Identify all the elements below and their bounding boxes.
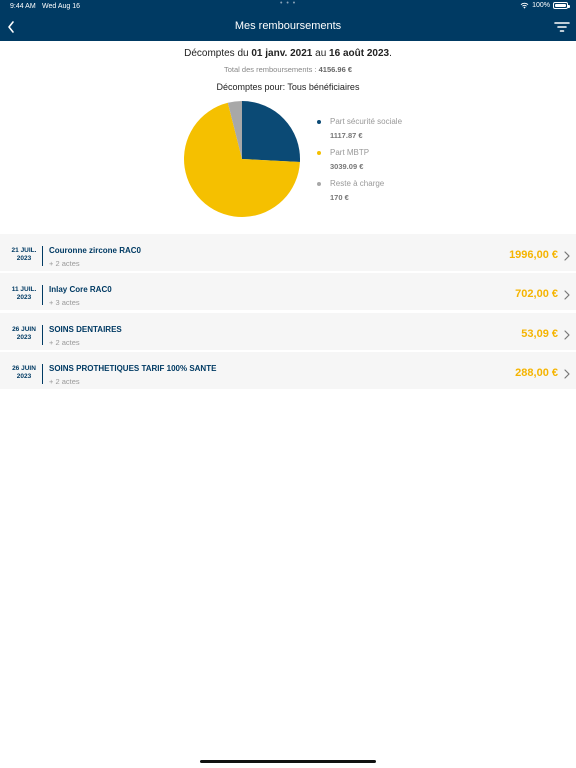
legend-label: Part sécurité sociale — [330, 117, 403, 126]
legend-item: Part sécurité sociale 1117.87 € — [317, 117, 402, 140]
chart-legend: Part sécurité sociale 1117.87 € Part MBTP 3… — [317, 117, 402, 210]
status-indicators: 100% — [520, 2, 570, 9]
row-amount: 702,00 € — [515, 288, 558, 301]
row-divider — [42, 285, 43, 306]
row-day: 11 JUIL. — [11, 286, 37, 294]
row-day: 21 JUIL. — [11, 247, 37, 254]
legend-dot — [317, 120, 321, 124]
legend-dot — [317, 182, 321, 186]
row-divider — [42, 364, 43, 385]
row-acts: + 2 actes — [49, 377, 80, 387]
status-date: Wed Aug 16 — [42, 3, 81, 10]
legend-value: 170 € — [330, 193, 349, 202]
filter-icon — [554, 22, 570, 32]
chevron-right-icon — [564, 330, 570, 340]
legend-value: 1117.87 € — [330, 131, 363, 140]
row-amount: 288,00 € — [515, 367, 558, 380]
row-year: 2023 — [16, 333, 32, 341]
legend-dot — [317, 151, 321, 155]
row-date: 26 JUIN 2023 — [4, 326, 44, 342]
status-time: 9:44 AM — [10, 3, 36, 10]
chevron-left-icon — [8, 21, 14, 33]
row-acts: + 2 actes — [49, 259, 80, 268]
total-reimbursements: Total des remboursements : 4156.96 € — [0, 65, 576, 74]
reimbursement-row[interactable]: 26 JUIN 2023 SOINS PROTHETIQUES TARIF 100%… — [0, 352, 576, 390]
period-text: Décomptes du 01 janv. 2021 au 16 août 20… — [0, 48, 576, 59]
total-label: Total des remboursements : — [223, 65, 317, 74]
legend-label: Part MBTP — [330, 148, 370, 157]
multitasking-dots: • • • — [280, 0, 297, 7]
legend-label: Reste à charge — [330, 179, 385, 188]
pie-slice-0 — [242, 101, 300, 163]
row-amount: 1996,00 € — [509, 249, 558, 261]
row-title: SOINS PROTHETIQUES TARIF 100% SANTE — [49, 364, 217, 374]
wifi-icon — [520, 2, 529, 9]
pie-slice-2 — [227, 101, 242, 159]
total-value: 4156.96 € — [318, 65, 352, 74]
row-day: 26 JUIN — [12, 365, 36, 373]
period-mid: au — [315, 48, 327, 59]
filter-button[interactable] — [554, 20, 570, 34]
home-indicator[interactable] — [200, 760, 376, 763]
chevron-right-icon — [564, 369, 570, 379]
row-year: 2023 — [16, 373, 32, 381]
row-acts: + 3 actes — [49, 298, 80, 308]
period-start: 01 janv. 2021 — [251, 48, 313, 59]
row-amount: 53,09 € — [521, 327, 558, 340]
row-title: Couronne zircone RAC0 — [49, 246, 142, 255]
legend-value: 3039.09 € — [330, 162, 364, 171]
back-button[interactable] — [5, 19, 19, 35]
navigation-bar: 9:44 AM Wed Aug 16 • • • 100% Mes rembou… — [0, 0, 576, 41]
chevron-right-icon — [564, 251, 570, 261]
row-divider — [42, 324, 43, 345]
beneficiaries-filter[interactable]: Décomptes pour: Tous bénéficiaires — [216, 82, 360, 92]
legend-item: Part MBTP 3039.09 € — [317, 148, 402, 171]
reimbursement-row[interactable]: 21 JUIL. 2023 Couronne zircone RAC0 + 2 act… — [0, 234, 576, 271]
row-acts: + 2 actes — [49, 337, 80, 347]
row-date: 11 JUIL. 2023 — [4, 286, 44, 302]
chevron-right-icon — [564, 290, 570, 300]
reimbursement-row[interactable]: 11 JUIL. 2023 Inlay Core RAC0 + 3 actes 702,… — [0, 273, 576, 311]
row-day: 26 JUIN — [12, 325, 36, 333]
reimbursement-list: 21 JUIL. 2023 Couronne zircone RAC0 + 2 act… — [0, 234, 576, 392]
row-year: 2023 — [16, 294, 32, 302]
page-title: Mes remboursements — [234, 20, 342, 32]
row-year: 2023 — [16, 255, 32, 262]
battery-percent: 100% — [532, 2, 550, 9]
period-prefix: Décomptes du — [184, 48, 249, 59]
period-end: 16 août 2023 — [329, 48, 390, 59]
pie-slice-1 — [184, 102, 300, 217]
reimbursement-pie-chart — [184, 101, 300, 217]
row-divider — [42, 246, 43, 266]
row-title: SOINS DENTAIRES — [49, 324, 122, 334]
row-title: Inlay Core RAC0 — [49, 285, 112, 295]
period-suffix: . — [389, 48, 392, 59]
reimbursement-summary: Décomptes du 01 janv. 2021 au 16 août 20… — [0, 48, 576, 92]
legend-item: Reste à charge 170 € — [317, 179, 402, 202]
reimbursement-row[interactable]: 26 JUIN 2023 SOINS DENTAIRES + 2 actes 53,09… — [0, 312, 576, 350]
row-date: 21 JUIL. 2023 — [4, 247, 44, 263]
row-date: 26 JUIN 2023 — [4, 365, 44, 381]
battery-icon — [553, 2, 570, 9]
